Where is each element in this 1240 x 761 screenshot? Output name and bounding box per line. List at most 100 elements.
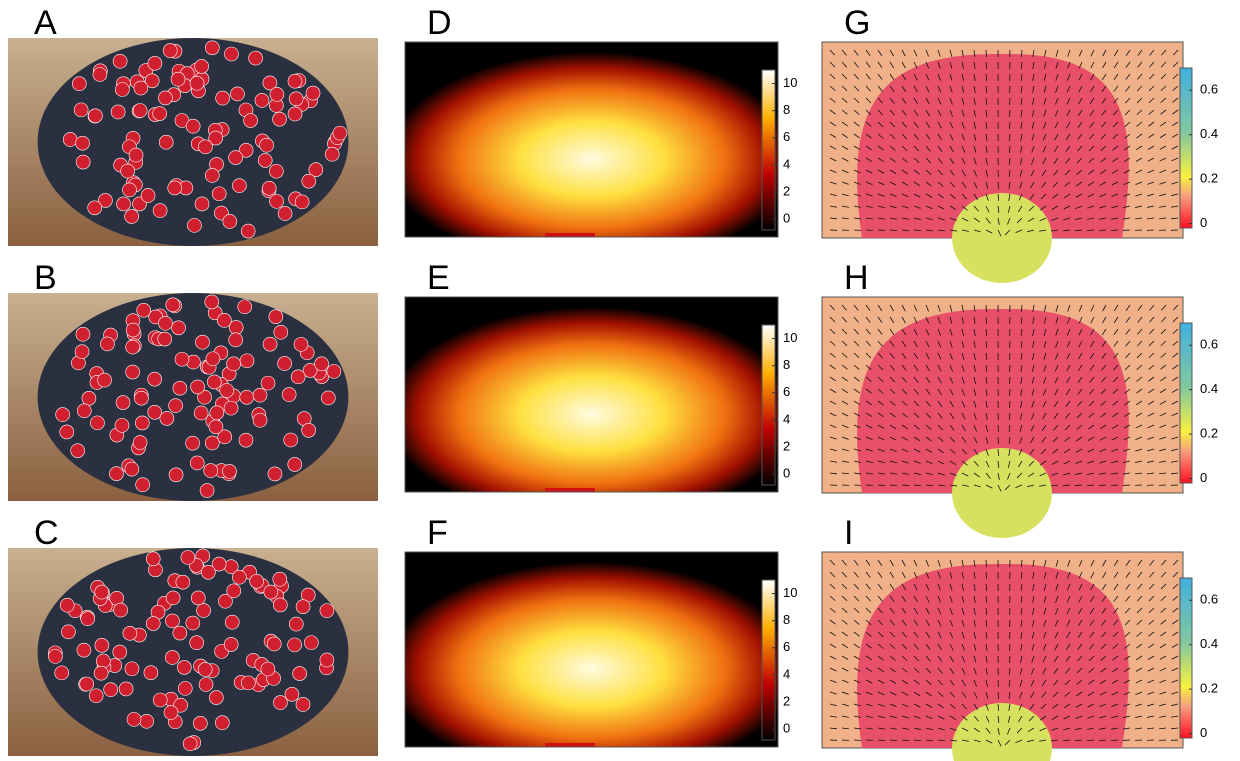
arrow xyxy=(973,715,979,722)
head xyxy=(76,642,92,658)
arrow xyxy=(865,571,871,578)
arrow xyxy=(985,340,988,349)
arrow xyxy=(853,679,861,684)
arrow xyxy=(949,340,953,348)
arrow xyxy=(1135,424,1143,429)
arrow xyxy=(973,571,976,579)
head xyxy=(206,374,222,390)
head xyxy=(115,82,130,97)
head xyxy=(177,681,193,696)
arrow xyxy=(1148,73,1155,80)
arrow xyxy=(865,193,873,197)
arrow xyxy=(865,217,873,220)
arrow xyxy=(937,205,945,210)
arrow xyxy=(1064,691,1071,697)
arrow xyxy=(925,631,931,639)
arrow xyxy=(829,73,836,80)
arrow xyxy=(1112,157,1119,163)
arrow xyxy=(1007,460,1011,468)
arrow xyxy=(937,364,942,372)
arrow xyxy=(1031,412,1035,420)
arrow xyxy=(877,472,885,475)
arrow xyxy=(1055,97,1059,105)
arrow xyxy=(961,73,965,81)
arrow xyxy=(853,400,861,406)
head xyxy=(228,150,243,165)
arrow xyxy=(1089,121,1095,128)
arrow xyxy=(973,559,976,567)
colorbar-tick-label: 0.4 xyxy=(1200,381,1218,396)
head xyxy=(319,603,335,618)
arrow xyxy=(1098,739,1107,741)
arrow xyxy=(961,229,969,232)
arrow xyxy=(925,436,932,442)
arrow xyxy=(865,655,873,661)
arrow xyxy=(889,727,897,730)
arrow xyxy=(1170,727,1179,730)
colorbar-tick-label: 10 xyxy=(783,330,797,345)
colorbar-tick-label: 0.2 xyxy=(1200,681,1218,696)
colorbar-tick-label: 2 xyxy=(783,438,790,453)
head xyxy=(232,178,247,193)
arrow xyxy=(865,133,872,139)
arrow xyxy=(1172,73,1179,80)
arrow xyxy=(913,121,919,128)
head xyxy=(295,599,311,614)
arrow xyxy=(925,121,931,129)
head xyxy=(197,389,212,405)
head xyxy=(174,351,190,367)
arrow xyxy=(889,61,895,69)
arrow xyxy=(961,715,968,721)
arrow xyxy=(1052,691,1059,698)
arrow xyxy=(1039,217,1047,222)
arrow xyxy=(973,472,980,478)
arrow xyxy=(1171,145,1179,150)
arrow xyxy=(973,619,976,627)
arrow xyxy=(925,715,933,720)
panel-label: D xyxy=(427,4,452,42)
arrow xyxy=(853,436,861,440)
arrow xyxy=(937,217,945,221)
arrow xyxy=(1032,583,1035,591)
arrow xyxy=(901,595,907,603)
arrow xyxy=(1172,352,1179,358)
head xyxy=(193,405,209,421)
arrow xyxy=(973,400,977,408)
head xyxy=(170,71,186,87)
arrow xyxy=(1171,715,1179,718)
arrow xyxy=(949,85,953,93)
head xyxy=(109,466,124,481)
arrow xyxy=(901,340,907,348)
arrow xyxy=(1135,679,1143,684)
arrow xyxy=(1172,328,1179,335)
arrow xyxy=(961,157,966,165)
head xyxy=(128,147,144,163)
arrow xyxy=(1160,97,1167,103)
arrow xyxy=(1102,49,1107,57)
arrow xyxy=(985,619,988,627)
head xyxy=(211,186,227,202)
arrow xyxy=(1137,73,1143,80)
arrow xyxy=(1113,619,1119,626)
arrow xyxy=(1043,619,1047,627)
arrow xyxy=(1020,61,1023,70)
arrow xyxy=(925,703,933,708)
arrow xyxy=(1015,484,1023,488)
arrow xyxy=(1089,388,1095,395)
arrow xyxy=(937,352,942,360)
arrow xyxy=(877,595,883,602)
colorbar-tick-label: 6 xyxy=(783,129,790,144)
fast-region xyxy=(952,448,1052,538)
arrow xyxy=(841,727,849,730)
arrow xyxy=(853,691,861,695)
arrow xyxy=(1019,691,1023,699)
arrow xyxy=(1124,121,1131,127)
arrow xyxy=(1123,691,1131,696)
arrow xyxy=(1170,472,1179,475)
arrow xyxy=(1089,643,1095,650)
arrow xyxy=(1135,472,1143,475)
arrow xyxy=(1075,715,1083,719)
head xyxy=(55,407,70,422)
arrow xyxy=(925,49,929,57)
arrow xyxy=(937,181,944,187)
